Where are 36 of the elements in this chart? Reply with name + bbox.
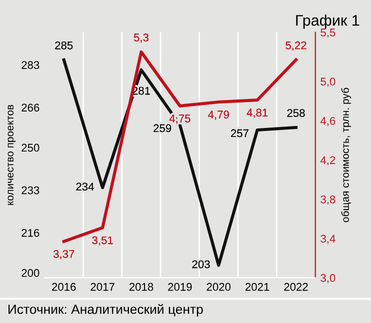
y2-tick-label: 4,6 xyxy=(320,116,336,126)
data-label: 203 xyxy=(192,260,210,268)
data-label: 234 xyxy=(76,182,94,191)
text: Источник: Аналитический центр xyxy=(8,304,203,317)
data-label: 257 xyxy=(231,129,248,138)
data-label: 258 xyxy=(287,109,305,117)
data-label: 259 xyxy=(154,124,172,132)
y-tick-label: 266 xyxy=(22,104,40,112)
data-label: 4,81 xyxy=(246,108,268,118)
data-label: 285 xyxy=(55,41,73,50)
y2-tick-label: 4,2 xyxy=(320,156,336,166)
data-label: 4,79 xyxy=(208,110,229,120)
y-tick-label: 233 xyxy=(22,186,40,194)
data-label: 3,51 xyxy=(92,236,113,246)
y-tick-label: 250 xyxy=(22,144,40,152)
x-tick-label: 2017 xyxy=(90,282,114,291)
x-tick-label: 2021 xyxy=(246,282,270,291)
y-axis-title: количество проектов xyxy=(8,104,16,205)
y2-tick-label: 3,4 xyxy=(320,234,336,244)
x-tick-label: 2019 xyxy=(168,282,192,291)
y2-tick-label: 3,8 xyxy=(320,195,336,205)
x-tick-label: 2022 xyxy=(284,282,308,291)
chart-title: График 1 xyxy=(296,14,360,29)
y2-axis-title: общая стоимость, трлн. руб xyxy=(341,88,352,222)
x-tick-label: 2020 xyxy=(206,282,231,291)
x-tick-label: 2018 xyxy=(129,282,154,291)
y2-tick-label: 5,0 xyxy=(320,78,336,87)
data-label: 5,3 xyxy=(134,34,148,43)
data-label: 5,22 xyxy=(286,41,306,51)
x-tick-label: 2016 xyxy=(52,282,76,291)
y-tick-label: 283 xyxy=(22,61,40,69)
data-label: 3,37 xyxy=(53,250,74,260)
y2-tick-label: 3,0 xyxy=(320,274,336,284)
y-tick-label: 216 xyxy=(22,228,40,237)
y-tick-label: 200 xyxy=(22,269,40,277)
y2-tick-label: 5,5 xyxy=(320,28,336,38)
